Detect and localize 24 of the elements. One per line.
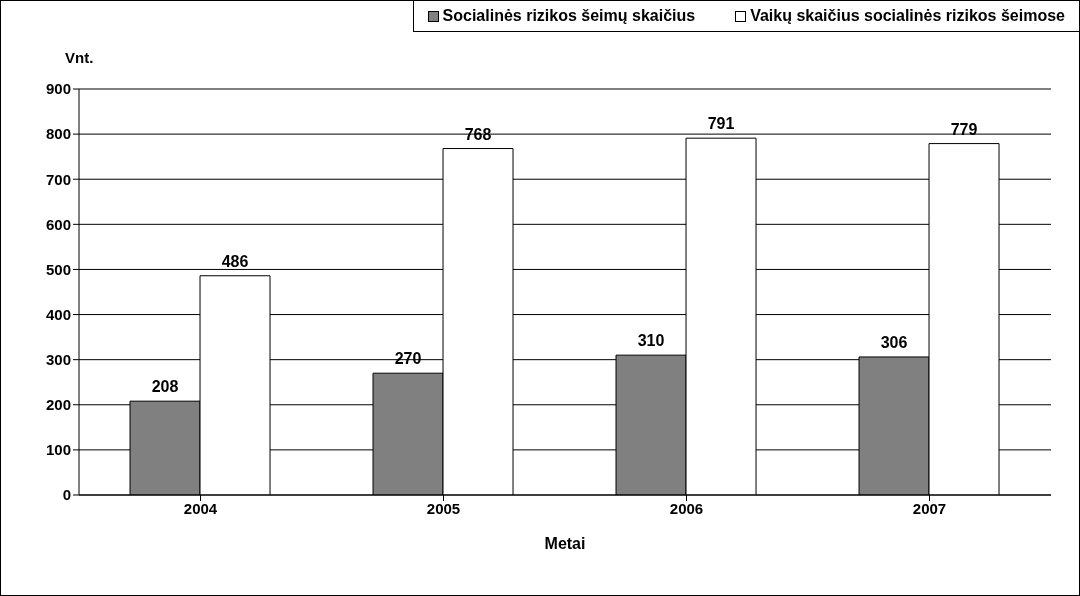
y-tick-label: 200 (45, 396, 71, 414)
x-axis-title: Metai (544, 535, 586, 552)
legend-label: Socialinės rizikos šeimų skaičius (441, 7, 696, 25)
y-tick-label: 400 (45, 305, 71, 323)
y-axis-title: Vnt. (65, 49, 94, 66)
y-tick-label: 700 (45, 170, 71, 188)
x-tick-label: 2005 (426, 499, 461, 517)
data-label: 779 (950, 120, 978, 138)
x-tick-label: 2004 (183, 499, 218, 517)
data-label: 486 (221, 252, 249, 270)
y-tick-label: 900 (45, 80, 71, 98)
y-tick-label: 100 (45, 441, 71, 459)
data-label: 310 (637, 332, 665, 350)
x-tick-label: 2007 (912, 499, 947, 517)
y-tick-label: 800 (45, 125, 71, 143)
y-tick-label: 500 (45, 260, 71, 278)
y-tick-label: 0 (62, 486, 71, 504)
data-label: 208 (151, 378, 179, 396)
data-label: 306 (880, 333, 908, 351)
y-tick-label: 600 (45, 215, 71, 233)
x-tick-label: 2006 (669, 499, 704, 517)
legend-label: Vaikų skaičius socialinės rizikos šeimose (749, 7, 1065, 25)
y-tick-label: 300 (45, 350, 71, 368)
data-label: 791 (707, 115, 735, 133)
